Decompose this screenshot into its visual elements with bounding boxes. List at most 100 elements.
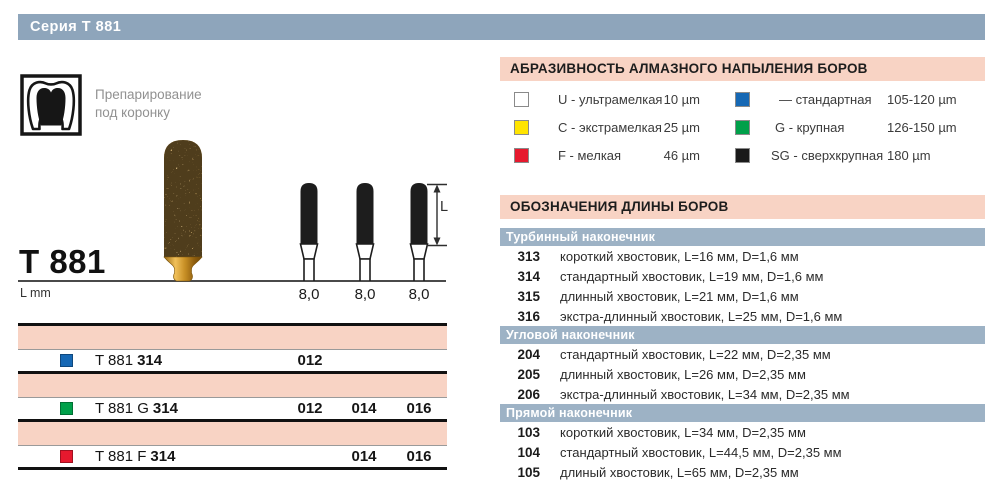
- size-cell: 014: [351, 400, 377, 417]
- divider: [18, 397, 447, 398]
- abrasive-color-swatch: [735, 148, 750, 163]
- length-row: 316 экстра-длинный хвостовик, L=25 мм, D…: [500, 306, 985, 326]
- legend-label: — стандартная: [779, 92, 872, 107]
- lengths-title: ОБОЗНАЧЕНИЯ ДЛИНЫ БОРОВ: [510, 199, 729, 214]
- abrasiveness-header: АБРАЗИВНОСТЬ АЛМАЗНОГО НАПЫЛЕНИЯ БОРОВ: [500, 57, 985, 81]
- shank-code: 105: [517, 464, 540, 480]
- section-header: Турбинный наконечник: [500, 228, 985, 246]
- series-title: Серия Т 881: [30, 19, 122, 35]
- section-header: Угловой наконечник: [500, 326, 985, 344]
- shank-code: 314: [517, 268, 540, 284]
- abrasive-color-swatch: [735, 120, 750, 135]
- legend-label: C - экстрамелкая: [558, 120, 662, 135]
- shank-desc: стандартный хвостовик, L=22 мм, D=2,35 м…: [560, 346, 831, 362]
- abrasive-color-swatch: [514, 120, 529, 135]
- product-name: T 881 F 314: [95, 448, 176, 465]
- abrasive-color-swatch: [60, 354, 73, 367]
- length-row: 314 стандартный хвостовик, L=19 мм, D=1,…: [500, 266, 985, 286]
- length-row: 206 экстра-длинный хвостовик, L=34 мм, D…: [500, 384, 985, 404]
- size-cell: 012: [297, 400, 323, 417]
- table-row: T 881 314 012: [18, 350, 447, 371]
- bur-size-label: 8,0: [408, 286, 430, 303]
- bur-silhouette: [355, 183, 375, 281]
- lengths-header: ОБОЗНАЧЕНИЯ ДЛИНЫ БОРОВ: [500, 195, 985, 219]
- shank-desc: длиный хвостовик, L=65 мм, D=2,35 мм: [560, 464, 799, 480]
- section-header: Прямой наконечник: [500, 404, 985, 422]
- shank-desc: экстра-длинный хвостовик, L=34 мм, D=2,3…: [560, 386, 850, 402]
- bur-size-label: 8,0: [354, 286, 376, 303]
- shank-desc: стандартный хвостовик, L=19 мм, D=1,6 мм: [560, 268, 824, 284]
- dimension-label: L: [440, 199, 449, 215]
- length-row: 313 короткий хвостовик, L=16 мм, D=1,6 м…: [500, 246, 985, 266]
- shank-code: 315: [517, 288, 540, 304]
- diamond-bur-image: [163, 140, 203, 282]
- legend-value: 180 µm: [887, 148, 931, 163]
- legend-value: 126-150 µm: [887, 120, 957, 135]
- bur-silhouette: [299, 183, 319, 281]
- series-header-bar: Серия Т 881: [18, 14, 985, 40]
- shank-code: 313: [517, 248, 540, 264]
- shank-desc: экстра-длинный хвостовик, L=25 мм, D=1,6…: [560, 308, 843, 324]
- length-section-straight: Прямой наконечник 103 короткий хвостовик…: [500, 404, 985, 482]
- length-row: 205 длинный хвостовик, L=26 мм, D=2,35 м…: [500, 364, 985, 384]
- shank-code: 316: [517, 308, 540, 324]
- length-row: 315 длинный хвостовик, L=21 мм, D=1,6 мм: [500, 286, 985, 306]
- length-row: 103 короткий хвостовик, L=34 мм, D=2,35 …: [500, 422, 985, 442]
- length-row: 105 длиный хвостовик, L=65 мм, D=2,35 мм: [500, 462, 985, 482]
- legend-value: 25 µm: [663, 120, 700, 135]
- shank-code: 206: [517, 386, 540, 402]
- abrasive-color-swatch: [514, 148, 529, 163]
- size-cell: 016: [406, 448, 432, 465]
- legend-value: 46 µm: [663, 148, 700, 163]
- bur-size-label: 8,0: [298, 286, 320, 303]
- abrasive-color-swatch: [60, 402, 73, 415]
- table-band: [18, 374, 447, 397]
- abrasiveness-title: АБРАЗИВНОСТЬ АЛМАЗНОГО НАПЫЛЕНИЯ БОРОВ: [510, 61, 868, 76]
- indication-label: Препарирование под коронку: [95, 87, 202, 120]
- size-cell: 016: [406, 400, 432, 417]
- shank-desc: длинный хвостовик, L=26 мм, D=2,35 мм: [560, 366, 806, 382]
- shank-desc: короткий хвостовик, L=34 мм, D=2,35 мм: [560, 424, 806, 440]
- length-section-angle: Угловой наконечник 204 стандартный хвост…: [500, 326, 985, 404]
- unit-label: L mm: [20, 286, 51, 300]
- shank-code: 205: [517, 366, 540, 382]
- legend-value: 10 µm: [663, 92, 700, 107]
- product-name: T 881 314: [95, 352, 163, 369]
- divider: [18, 419, 447, 422]
- length-dimension-arrow: [427, 183, 447, 247]
- length-row: 204 стандартный хвостовик, L=22 мм, D=2,…: [500, 344, 985, 364]
- divider: [18, 445, 447, 446]
- shank-desc: стандартный хвостовик, L=44,5 мм, D=2,35…: [560, 444, 842, 460]
- table-row: T 881 G 314 012 014 016: [18, 398, 447, 419]
- size-cell: 012: [297, 352, 323, 369]
- table-band: [18, 326, 447, 349]
- length-section-turbine: Турбинный наконечник 313 короткий хвосто…: [500, 228, 985, 326]
- legend-label: F - мелкая: [558, 148, 622, 163]
- shank-desc: короткий хвостовик, L=16 мм, D=1,6 мм: [560, 248, 799, 264]
- size-cell: 014: [351, 448, 377, 465]
- abrasive-color-swatch: [735, 92, 750, 107]
- crown-prep-tooth-icon: [20, 74, 82, 136]
- shank-code: 104: [517, 444, 540, 460]
- catalog-table: T 881 314 012 T 881 G 314 012 014 016 T 88…: [18, 323, 447, 470]
- shank-desc: длинный хвостовик, L=21 мм, D=1,6 мм: [560, 288, 799, 304]
- product-name: T 881 G 314: [95, 400, 178, 417]
- legend-label: SG - сверхкрупная: [771, 148, 884, 163]
- table-row: T 881 F 314 014 016: [18, 446, 447, 467]
- legend-label: U - ультрамелкая: [558, 92, 663, 107]
- legend-value: 105-120 µm: [887, 92, 957, 107]
- abrasive-color-swatch: [514, 92, 529, 107]
- abrasive-color-swatch: [60, 450, 73, 463]
- divider: [18, 349, 447, 350]
- divider: [18, 467, 447, 470]
- bur-silhouette: [409, 183, 429, 281]
- shank-code: 103: [517, 424, 540, 440]
- divider: [18, 323, 447, 326]
- shank-code: 204: [517, 346, 540, 362]
- baseline-rule: [18, 280, 446, 282]
- divider: [18, 371, 447, 374]
- table-band: [18, 422, 447, 445]
- product-code: T 881: [19, 243, 106, 280]
- legend-label: G - крупная: [775, 120, 845, 135]
- length-row: 104 стандартный хвостовик, L=44,5 мм, D=…: [500, 442, 985, 462]
